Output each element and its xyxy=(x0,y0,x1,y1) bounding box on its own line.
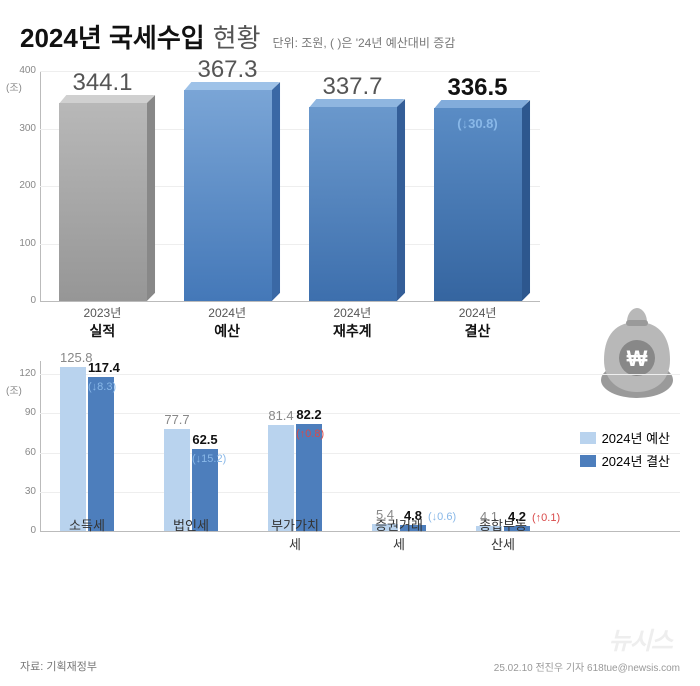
chart2-budget-value: 125.8 xyxy=(60,350,86,365)
chart1-bar-diff: (↓30.8) xyxy=(434,116,522,131)
y-tick-label: 300 xyxy=(6,123,36,134)
y-unit-label: (조) xyxy=(6,79,22,94)
chart2-diff: (↓15.2) xyxy=(192,453,218,465)
source-label: 자료: xyxy=(20,661,43,673)
y-tick-label: 400 xyxy=(6,65,36,76)
chart2-x-label: 부가가치세 xyxy=(268,515,322,553)
detail-chart: 0306090120(조)125.8117.4(↓8.3)77.762.5(↓1… xyxy=(40,361,680,531)
chart1-x-label: 2023년실적 xyxy=(84,304,122,341)
y-tick-label: 0 xyxy=(6,525,36,536)
title-line: 2024년 국세수입 현황 단위: 조원, ( )은 '24년 예산대비 증감 xyxy=(20,18,680,55)
main-chart: 0100200300400(조)344.1367.3337.7336.5(↓30… xyxy=(40,71,540,301)
title-main: 2024년 국세수입 xyxy=(20,18,205,55)
chart2-actual-value: 117.4 xyxy=(88,360,114,375)
subtitle: 단위: 조원, ( )은 '24년 예산대비 증감 xyxy=(273,34,456,51)
y-tick-label: 200 xyxy=(6,180,36,191)
chart2-x-label: 종합부동산세 xyxy=(476,515,530,553)
chart2-budget-bar: 125.8 xyxy=(60,367,86,532)
header: 2024년 국세수입 현황 단위: 조원, ( )은 '24년 예산대비 증감 xyxy=(0,0,700,61)
chart1-bar: 344.1 xyxy=(59,103,147,301)
chart2-budget-value: 77.7 xyxy=(164,412,190,427)
y-tick-label: 100 xyxy=(6,238,36,249)
chart1-x-label: 2024년결산 xyxy=(459,304,497,341)
y-tick-label: 60 xyxy=(6,447,36,458)
chart1-bar-value: 367.3 xyxy=(184,56,272,84)
chart1-bar: 367.3 xyxy=(184,90,272,301)
watermark: 뉴시스 xyxy=(609,621,672,656)
chart1-bar-value: 337.7 xyxy=(309,73,397,101)
chart2-actual-value: 82.2 xyxy=(296,407,322,422)
y-tick-label: 90 xyxy=(6,407,36,418)
chart2-x-label: 소득세 xyxy=(60,515,114,553)
chart1-x-label: 2024년재추계 xyxy=(333,304,372,341)
chart2-actual-value: 62.5 xyxy=(192,432,218,447)
chart2-x-label: 증권거래세 xyxy=(372,515,426,553)
chart2-pair: 125.8117.4(↓8.3) xyxy=(60,367,114,532)
chart2-diff: (↓8.3) xyxy=(88,381,114,393)
chart1-bar-value: 336.5 xyxy=(434,74,522,102)
chart1-bar-value: 344.1 xyxy=(59,69,147,97)
y-tick-label: 30 xyxy=(6,486,36,497)
source: 자료: 기획재정부 xyxy=(20,658,97,674)
chart2-actual-bar: 117.4(↓8.3) xyxy=(88,377,114,531)
chart2-diff: (↑0.8) xyxy=(296,428,322,440)
source-value: 기획재정부 xyxy=(46,661,97,673)
chart2-x-label: 법인세 xyxy=(164,515,218,553)
chart1-bar: 336.5(↓30.8) xyxy=(434,108,522,301)
y-unit-label: (조) xyxy=(6,382,22,397)
y-tick-label: 0 xyxy=(6,295,36,306)
chart1-bar: 337.7 xyxy=(309,107,397,301)
chart1-x-label: 2024년예산 xyxy=(208,304,246,341)
credit: 25.02.10 전진우 기자 618tue@newsis.com xyxy=(494,659,680,674)
y-tick-label: 120 xyxy=(6,368,36,379)
title-sub: 현황 xyxy=(213,18,261,55)
chart2-budget-value: 81.4 xyxy=(268,408,294,423)
